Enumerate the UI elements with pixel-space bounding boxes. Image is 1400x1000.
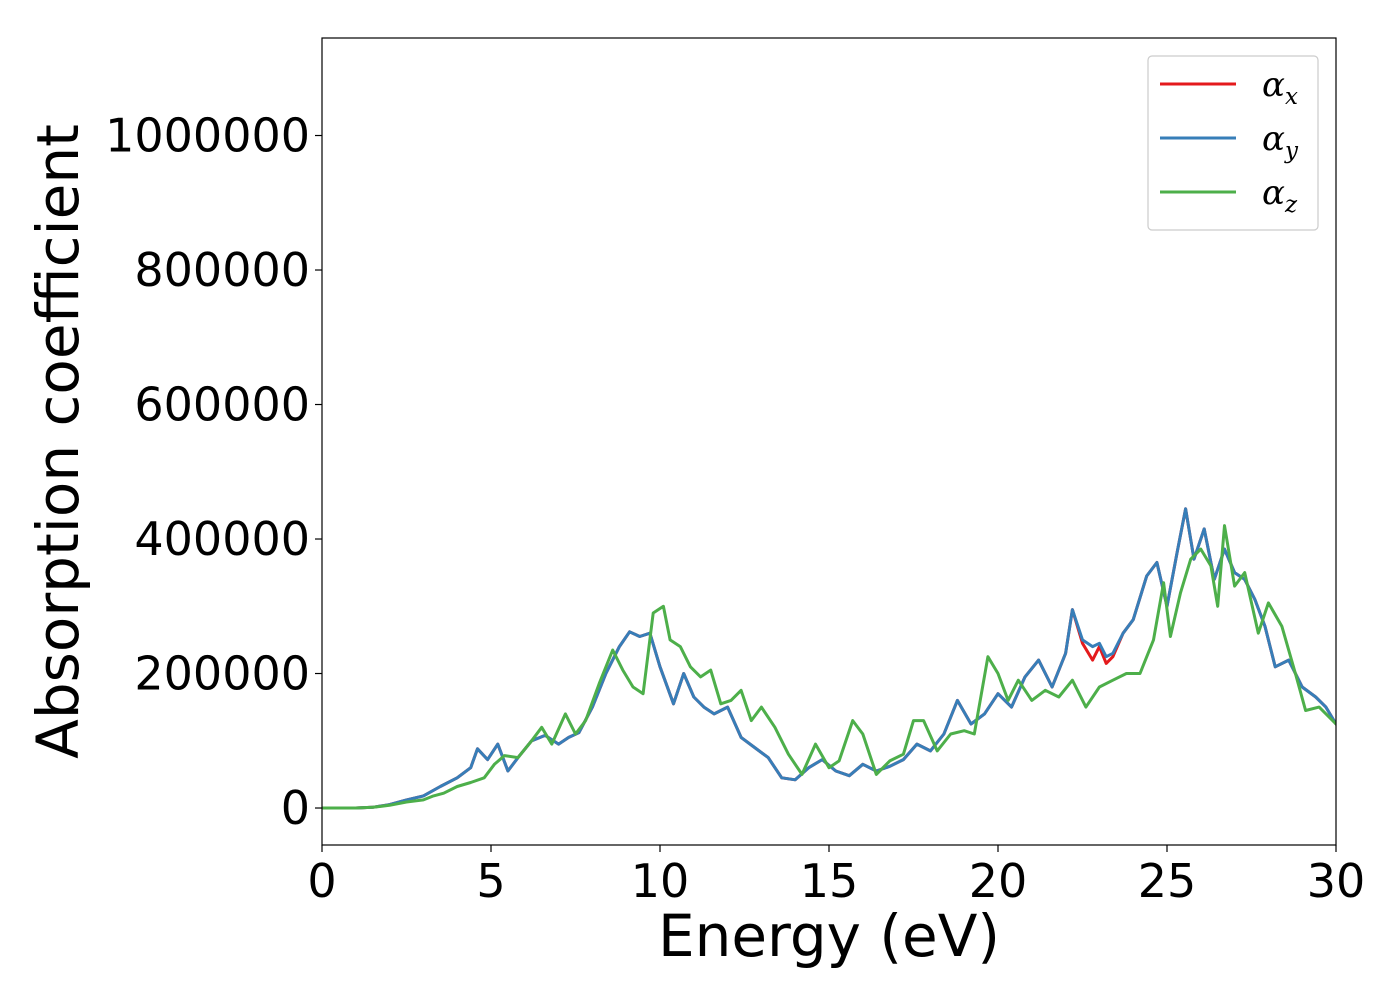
series-line-z xyxy=(322,524,1336,810)
y-axis: 0 200000 400000 600000 800000 1000000 xyxy=(105,109,322,835)
x-tick-label: 10 xyxy=(631,854,690,908)
series-layer xyxy=(322,507,1336,810)
y-tick-label: 200000 xyxy=(134,647,310,701)
x-tick-label: 20 xyxy=(969,854,1028,908)
x-tick-label: 15 xyxy=(800,854,859,908)
x-tick-label: 5 xyxy=(476,854,505,908)
y-axis-label: Absorption coefficient xyxy=(24,124,92,759)
legend-box xyxy=(1147,55,1319,231)
x-tick-label: 0 xyxy=(307,854,336,908)
y-tick-label: 0 xyxy=(281,781,310,835)
y-tick-label: 800000 xyxy=(134,243,310,297)
y-tick-label: 400000 xyxy=(134,512,310,566)
x-tick-label: 25 xyxy=(1138,854,1197,908)
y-tick-label: 1000000 xyxy=(105,109,310,163)
x-axis: 0 5 10 15 20 25 30 xyxy=(307,845,1365,908)
x-tick-label: 30 xyxy=(1307,854,1366,908)
x-axis-label: Energy (eV) xyxy=(658,902,1000,970)
y-tick-label: 600000 xyxy=(134,378,310,432)
